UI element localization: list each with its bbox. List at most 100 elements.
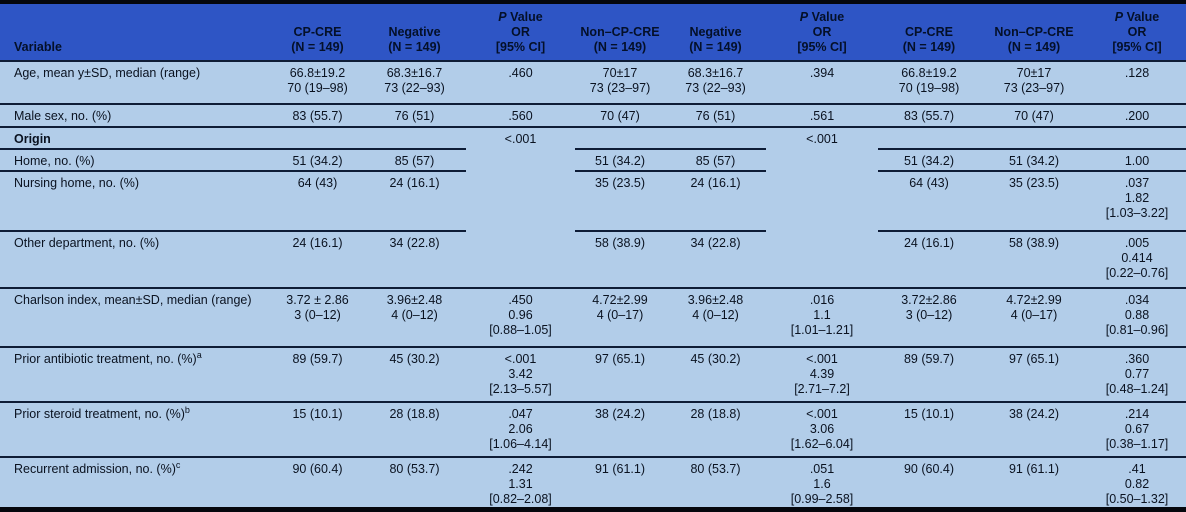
col-header-pvalue-3: P Value OR [95% CI] bbox=[1112, 10, 1162, 54]
cell: 34 (22.8) bbox=[363, 232, 466, 289]
table-row-recurrent-admission: Recurrent admission, no. (%)c 90 (60.4) … bbox=[0, 458, 1186, 507]
cell: 35 (23.5) bbox=[980, 172, 1088, 232]
cell: .450 0.96 [0.88–1.05] bbox=[466, 289, 575, 348]
cell: 68.3±16.7 73 (22–93) bbox=[363, 62, 466, 105]
col-header-negative-2: Negative (N = 149) bbox=[689, 25, 742, 54]
cell: <.001 4.39 [2.71–7.2] bbox=[766, 348, 878, 403]
table-row-male-sex: Male sex, no. (%) 83 (55.7) 76 (51) .560… bbox=[0, 105, 1186, 128]
cell: 28 (18.8) bbox=[363, 403, 466, 458]
cell: 80 (53.7) bbox=[389, 462, 440, 476]
cell: 68.3±16.7 73 (22–93) bbox=[665, 62, 766, 105]
table-row-nursing-home: Nursing home, no. (%) 64 (43) 24 (16.1) … bbox=[0, 172, 1186, 232]
cell: 83 (55.7) bbox=[878, 105, 980, 128]
cell: 85 (57) bbox=[665, 150, 766, 172]
cell: .016 1.1 [1.01–1.21] bbox=[766, 289, 878, 348]
table-row-origin: Origin <.001 <.001 bbox=[0, 128, 1186, 150]
table-row-prior-antibiotic: Prior antibiotic treatment, no. (%)a 89 … bbox=[0, 348, 1186, 403]
col-header-variable: Variable bbox=[14, 40, 62, 54]
cell: 70 (47) bbox=[980, 105, 1088, 128]
cell: 80 (53.7) bbox=[690, 462, 741, 476]
row-label: Age, mean y±SD, median (range) bbox=[0, 62, 272, 105]
row-label: Nursing home, no. (%) bbox=[0, 172, 272, 232]
cell: 1.00 bbox=[1088, 150, 1186, 172]
cell bbox=[1088, 128, 1186, 150]
cell: 89 (59.7) bbox=[272, 348, 363, 403]
cell: 3.72 ± 2.86 3 (0–12) bbox=[272, 289, 363, 348]
cell: .460 bbox=[466, 62, 575, 105]
footnote-marker: c bbox=[175, 459, 181, 470]
row-label: Home, no. (%) bbox=[0, 150, 272, 172]
cell: .394 bbox=[766, 62, 878, 105]
cell: 34 (22.8) bbox=[665, 232, 766, 289]
cell: 66.8±19.2 70 (19–98) bbox=[272, 62, 363, 105]
cell: 58 (38.9) bbox=[575, 232, 665, 289]
cell: .200 bbox=[1088, 105, 1186, 128]
cell: 58 (38.9) bbox=[980, 232, 1088, 289]
cell: .242 1.31 [0.82–2.08] bbox=[489, 462, 552, 506]
cell: 70±17 73 (23–97) bbox=[980, 62, 1088, 105]
cell: .560 bbox=[466, 105, 575, 128]
footnote-marker: b bbox=[184, 404, 190, 415]
cell bbox=[665, 128, 766, 150]
cell bbox=[466, 150, 575, 172]
cell bbox=[766, 232, 878, 289]
cell: .034 0.88 [0.81–0.96] bbox=[1088, 289, 1186, 348]
cell bbox=[363, 128, 466, 150]
cell bbox=[980, 128, 1088, 150]
cell: .214 0.67 [0.38–1.17] bbox=[1088, 403, 1186, 458]
cell: 24 (16.1) bbox=[272, 232, 363, 289]
cell: <.001 bbox=[504, 132, 537, 146]
cell: 76 (51) bbox=[665, 105, 766, 128]
cell: 51 (34.2) bbox=[980, 150, 1088, 172]
cell: 45 (30.2) bbox=[363, 348, 466, 403]
cell: 24 (16.1) bbox=[363, 172, 466, 232]
cell: .047 2.06 [1.06–4.14] bbox=[466, 403, 575, 458]
row-label: Prior antibiotic treatment, no. (%)a bbox=[0, 348, 272, 403]
row-label: Charlson index, mean±SD, median (range) bbox=[0, 289, 272, 348]
cell bbox=[766, 172, 878, 232]
cell bbox=[272, 128, 363, 150]
row-label: Prior steroid treatment, no. (%)b bbox=[0, 403, 272, 458]
cell: 3.96±2.48 4 (0–12) bbox=[363, 289, 466, 348]
cell: .005 0.414 [0.22–0.76] bbox=[1088, 232, 1186, 289]
cell: 24 (16.1) bbox=[665, 172, 766, 232]
cell: 35 (23.5) bbox=[575, 172, 665, 232]
cell: <.001 3.06 [1.62–6.04] bbox=[766, 403, 878, 458]
cell: 24 (16.1) bbox=[878, 232, 980, 289]
footnote-marker: a bbox=[196, 349, 202, 360]
cell: .41 0.82 [0.50–1.32] bbox=[1105, 462, 1169, 506]
table-row-prior-steroid: Prior steroid treatment, no. (%)b 15 (10… bbox=[0, 403, 1186, 458]
cell: 15 (10.1) bbox=[272, 403, 363, 458]
col-header-negative-1: Negative (N = 149) bbox=[388, 25, 441, 54]
cell: 91 (61.1) bbox=[1008, 462, 1060, 476]
cell: 51 (34.2) bbox=[575, 150, 665, 172]
cell: 4.72±2.99 4 (0–17) bbox=[575, 289, 665, 348]
cell: 76 (51) bbox=[363, 105, 466, 128]
col-header-noncpcre-2: Non–CP-CRE (N = 149) bbox=[994, 25, 1074, 54]
table-header: Variable CP-CRE (N = 149) Negative (N = 14… bbox=[0, 4, 1186, 62]
row-label: Male sex, no. (%) bbox=[0, 105, 272, 128]
cell: 64 (43) bbox=[272, 172, 363, 232]
row-label: Origin bbox=[0, 128, 272, 150]
cell bbox=[878, 128, 980, 150]
cell: 64 (43) bbox=[878, 172, 980, 232]
cell: .051 1.6 [0.99–2.58] bbox=[790, 462, 854, 506]
cell: 83 (55.7) bbox=[272, 105, 363, 128]
cell: 28 (18.8) bbox=[665, 403, 766, 458]
col-header-noncpcre-1: Non–CP-CRE (N = 149) bbox=[580, 25, 660, 54]
cell: <.001 3.42 [2.13–5.57] bbox=[466, 348, 575, 403]
cell: 4.72±2.99 4 (0–17) bbox=[980, 289, 1088, 348]
cell bbox=[766, 150, 878, 172]
cell: 90 (60.4) bbox=[903, 462, 955, 476]
table-row-other-department: Other department, no. (%) 24 (16.1) 34 (… bbox=[0, 232, 1186, 289]
col-header-cpcre-2: CP-CRE (N = 149) bbox=[902, 25, 956, 54]
table-row-charlson-index: Charlson index, mean±SD, median (range) … bbox=[0, 289, 1186, 348]
cell: 85 (57) bbox=[363, 150, 466, 172]
cell: 45 (30.2) bbox=[665, 348, 766, 403]
cell: 3.72±2.86 3 (0–12) bbox=[878, 289, 980, 348]
cell: 70 (47) bbox=[575, 105, 665, 128]
cell: 97 (65.1) bbox=[575, 348, 665, 403]
cell: 66.8±19.2 70 (19–98) bbox=[878, 62, 980, 105]
row-label: Other department, no. (%) bbox=[0, 232, 272, 289]
